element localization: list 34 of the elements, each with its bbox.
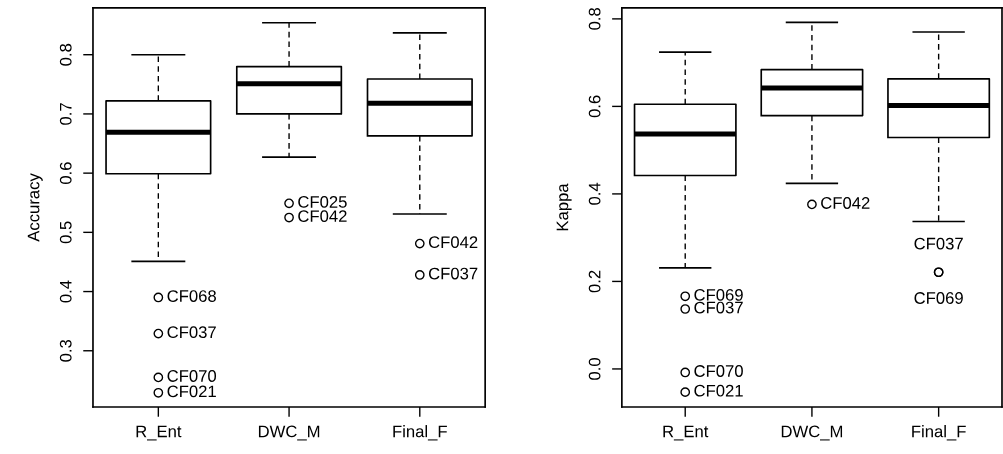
x-tick-label: Final_F: [393, 425, 447, 441]
y-tick-label: 0.6: [59, 162, 72, 185]
annotation: CF069: [694, 288, 743, 301]
annotation: CF042: [821, 197, 870, 209]
y-tick-label: 0.6: [588, 95, 601, 118]
y-tick-label: 0.4: [588, 182, 601, 205]
x-tick-label: R_Ent: [663, 425, 709, 441]
annotation: CF025: [298, 196, 347, 208]
annotation: CF037: [694, 301, 743, 314]
annotation: CF042: [428, 236, 478, 249]
annotation: CF037: [428, 267, 478, 280]
x-tick-label: R_Ent: [136, 425, 182, 441]
annotation: CF037: [167, 326, 216, 339]
annotation: CF068: [167, 290, 216, 302]
y-tick-label: 0.2: [588, 270, 601, 293]
y-tick-label: 0.5: [59, 221, 72, 244]
y-tick-label: 0.7: [59, 103, 72, 125]
annotation: CF069: [914, 292, 963, 304]
annotation: CF042: [298, 210, 347, 223]
annotation: CF037: [914, 237, 963, 250]
y-tick-label: 0.8: [588, 8, 601, 30]
annotation: CF021: [694, 384, 743, 397]
annotation: CF070: [167, 370, 217, 382]
y-axis-title: Accuracy: [27, 173, 43, 242]
x-tick-label: DWC_M: [258, 425, 320, 441]
x-tick-label: DWC_M: [781, 425, 843, 441]
x-tick-label: Final_F: [912, 425, 966, 441]
y-tick-label: 0.0: [588, 358, 601, 380]
y-axis-title: Kappa: [556, 183, 572, 231]
y-tick-label: 0.4: [59, 280, 72, 303]
annotation: CF021: [167, 385, 216, 398]
annotation: CF070: [694, 365, 743, 377]
y-tick-label: 0.3: [59, 339, 72, 362]
y-tick-label: 0.8: [59, 43, 72, 66]
